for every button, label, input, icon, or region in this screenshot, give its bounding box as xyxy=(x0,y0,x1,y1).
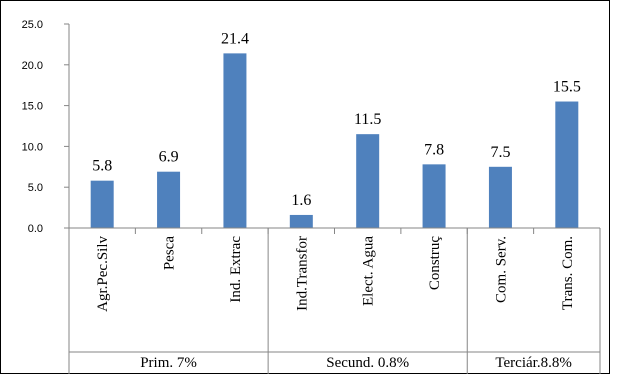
bar xyxy=(223,53,247,228)
y-tick-label: 0.0 xyxy=(28,223,43,235)
x-axis: Agr.Pec.Silv Pesca Ind. Extrac Ind.Transfor… xyxy=(68,227,601,374)
category-label: Ind. Extrac xyxy=(228,236,244,303)
data-label: 5.8 xyxy=(92,158,112,175)
y-tick-label: 10.0 xyxy=(22,141,43,153)
y-tick-label: 5.0 xyxy=(28,182,43,194)
category-label: Pesca xyxy=(162,236,178,270)
data-label: 1.6 xyxy=(291,192,311,209)
bar xyxy=(356,134,380,228)
data-label: 15.5 xyxy=(553,79,581,96)
category-label: Agr.Pec.Silv xyxy=(95,236,111,312)
data-labels: 5.8 6.9 21.4 1.6 11.5 7.8 7.5 15.5 xyxy=(92,30,581,209)
category-label: Trans. Com. xyxy=(560,236,576,310)
bar xyxy=(289,214,313,228)
category-label: Com. Serv. xyxy=(493,236,509,303)
y-tick-label: 15.0 xyxy=(22,101,43,113)
bar xyxy=(555,101,579,228)
bar xyxy=(90,180,114,228)
category-label: Elect. Agua xyxy=(361,236,377,306)
data-label: 6.9 xyxy=(159,149,179,166)
data-label: 11.5 xyxy=(354,111,381,128)
data-label: 7.8 xyxy=(424,141,444,158)
y-axis: 0.0 5.0 10.0 15.0 20.0 25.0 xyxy=(22,19,70,235)
data-label: 21.4 xyxy=(221,30,249,47)
group-label: Terciár.8.8% xyxy=(495,355,571,371)
y-tick-label: 25.0 xyxy=(22,19,43,31)
bar xyxy=(157,171,181,228)
y-tick-label: 20.0 xyxy=(22,60,43,72)
data-label: 7.5 xyxy=(490,144,510,161)
category-label: Construç xyxy=(427,236,443,291)
group-label: Secund. 0.8% xyxy=(326,355,409,371)
bar xyxy=(422,164,446,228)
category-label: Ind.Transfor xyxy=(294,236,310,311)
group-label: Prim. 7% xyxy=(140,355,197,371)
bar xyxy=(488,166,512,228)
bars xyxy=(90,53,579,228)
